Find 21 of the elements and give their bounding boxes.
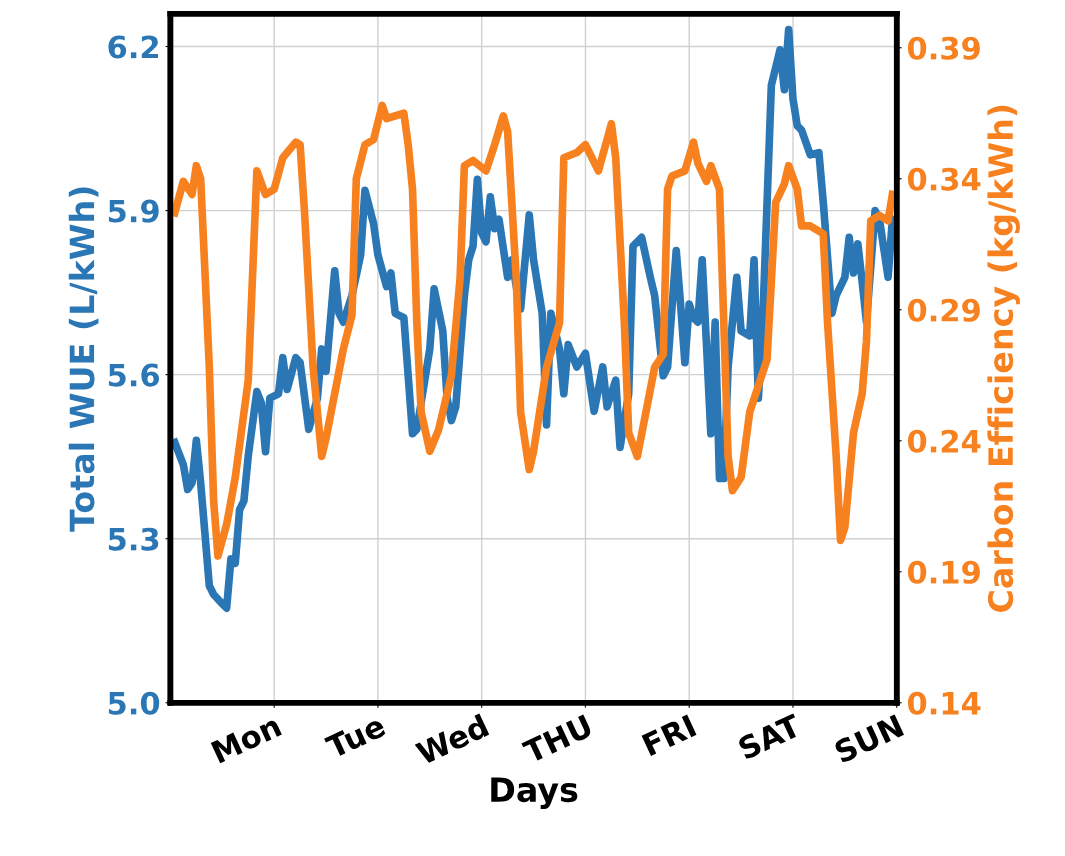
x-tick-label: Wed [414, 713, 490, 766]
x-tick-label: SUN [833, 714, 905, 764]
x-tick-label: Mon [210, 714, 282, 764]
y2-tick-label: 0.34 [907, 167, 981, 191]
x-tick-label: Tue [324, 713, 387, 760]
y2-tick-label: 0.19 [907, 560, 980, 584]
y-tick-label: 5.3 [108, 527, 159, 551]
y-tick-label: 5.9 [108, 199, 159, 223]
y-tick-label: 5.0 [108, 691, 160, 715]
x-tick-label: SAT [737, 713, 803, 761]
y2-tick-label: 0.24 [907, 429, 981, 453]
y2-axis-title: Carbon Efficiency (kg/kWh) [987, 105, 1020, 612]
x-axis-title: Days [491, 777, 578, 809]
y-tick-label: 6.2 [108, 35, 159, 59]
y2-tick-label: 0.29 [907, 298, 980, 322]
x-tick-label: THU [521, 714, 593, 764]
y-axis-title: Total WUE (L/kWh) [68, 187, 99, 532]
y2-tick-label: 0.39 [907, 36, 980, 60]
y-tick-label: 5.6 [108, 363, 160, 387]
y2-tick-label: 0.14 [907, 691, 981, 715]
x-tick-label: FRI [641, 714, 697, 756]
